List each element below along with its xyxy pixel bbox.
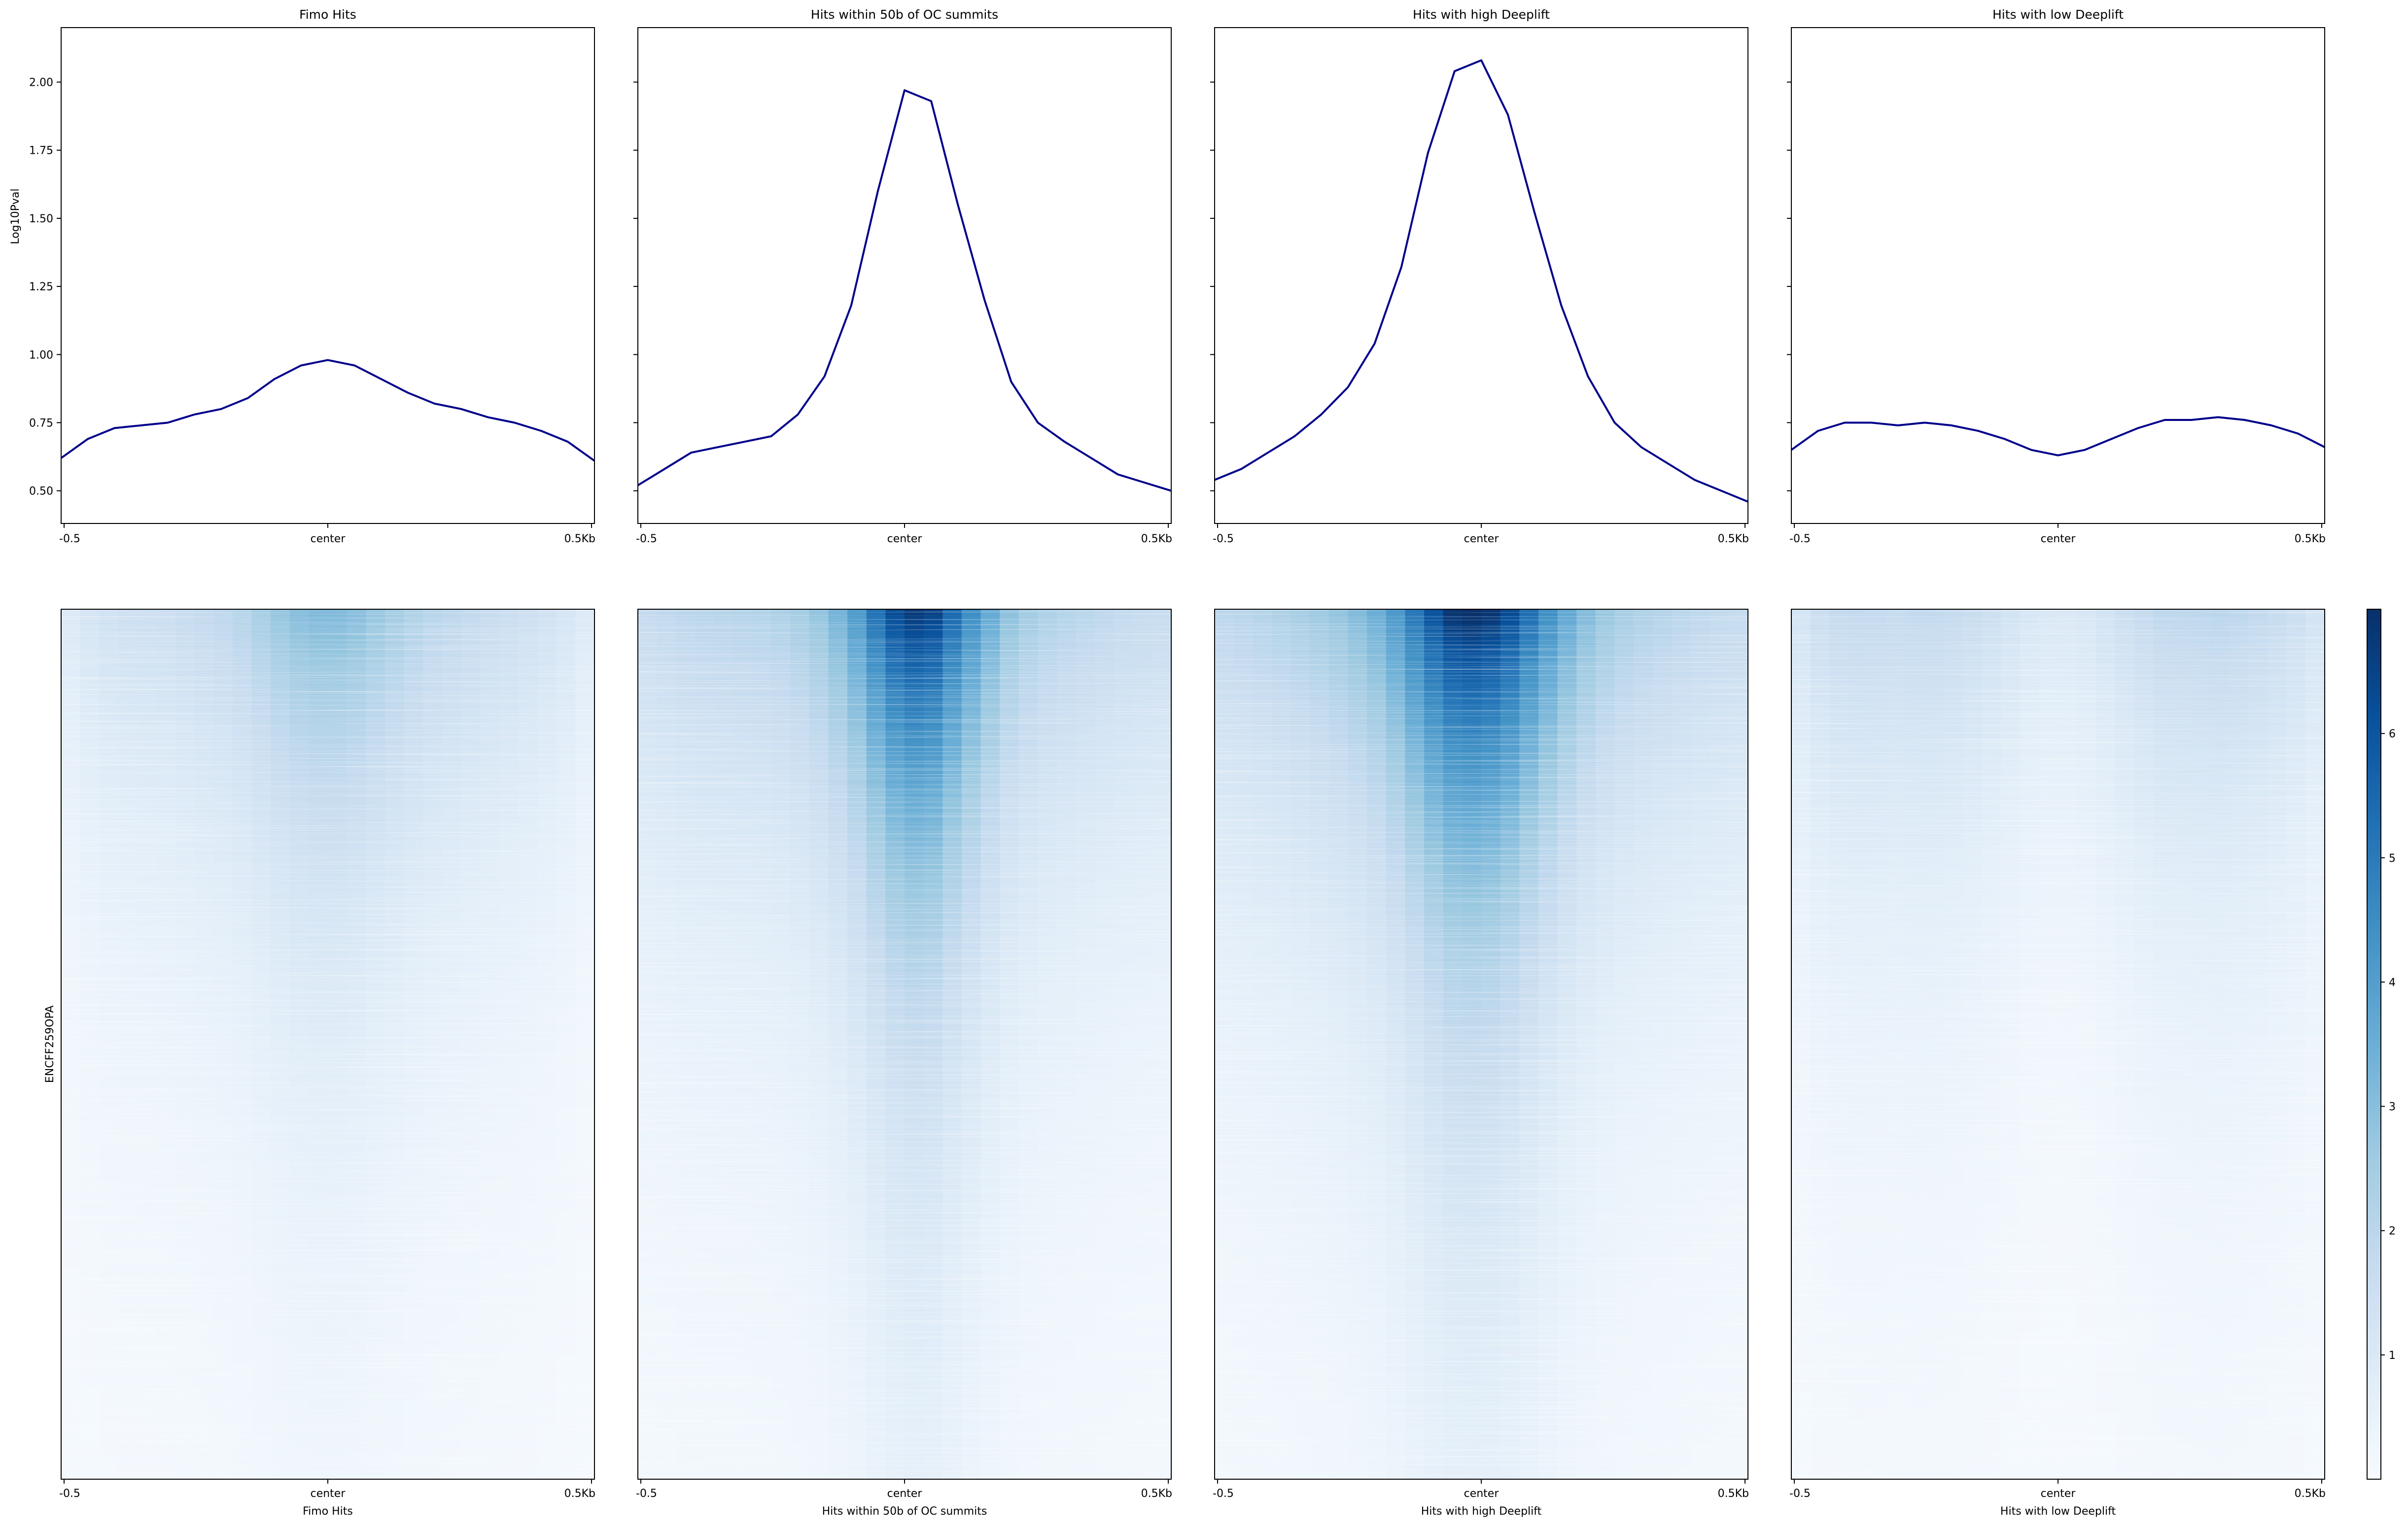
y-tick-label: 1.75 xyxy=(29,145,53,157)
profile-axes-frame xyxy=(637,27,1172,524)
y-tick-label: 0.75 xyxy=(29,417,53,429)
y-tick-label: 1.00 xyxy=(29,349,53,361)
profile-title: Hits within 50b of OC summits xyxy=(811,7,998,22)
y-tick-label: 1.25 xyxy=(29,281,53,293)
y-tick-label: 1.50 xyxy=(29,213,53,225)
profile-line xyxy=(637,89,1172,492)
y-axis-label: Log10Pval xyxy=(9,188,22,244)
x-tick-label: 0.5Kb xyxy=(564,533,595,545)
x-tick-label: -0.5 xyxy=(59,533,80,545)
x-tick-label: center xyxy=(311,1488,346,1500)
x-tick-label: center xyxy=(887,533,923,545)
profile-axes-frame xyxy=(61,27,595,524)
x-tick-label: center xyxy=(311,533,346,545)
heatmap-row-label: ENCFF259OPA xyxy=(44,1006,56,1083)
x-tick-label: 0.5Kb xyxy=(1141,533,1172,545)
profile-line xyxy=(60,359,595,462)
panel: Fimo Hits 0.50 0.75 1.00 1.25 1.50 1.75 2.00 Log… xyxy=(9,7,595,1518)
x-tick-label: -0.5 xyxy=(636,533,657,545)
x-axis-label: Fimo Hits xyxy=(303,1505,353,1518)
panel: Hits within 50b of OC summits -0.5 center 0… xyxy=(633,7,1172,1518)
heatmap-texture xyxy=(61,609,594,1479)
x-tick-label: 0.5Kb xyxy=(564,1488,595,1500)
profile-title: Fimo Hits xyxy=(299,7,356,22)
y-tick-label: 2.00 xyxy=(29,77,53,89)
y-tick-label: 0.50 xyxy=(29,486,53,498)
x-tick-label: -0.5 xyxy=(59,1488,80,1500)
